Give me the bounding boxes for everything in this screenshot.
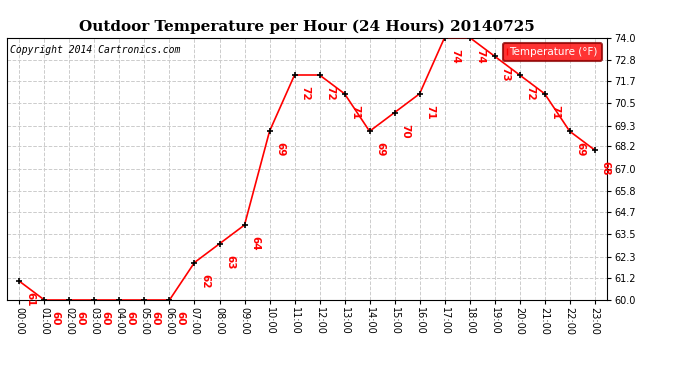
Text: 60: 60 [150,311,160,326]
Text: 69: 69 [375,142,385,157]
Text: 68: 68 [600,161,610,176]
Text: 60: 60 [175,311,185,326]
Text: 61: 61 [25,292,35,307]
Text: 63: 63 [225,255,235,269]
Text: 62: 62 [200,274,210,288]
Title: Outdoor Temperature per Hour (24 Hours) 20140725: Outdoor Temperature per Hour (24 Hours) … [79,19,535,33]
Text: 71: 71 [550,105,560,120]
Text: 69: 69 [575,142,585,157]
Legend: Temperature (°F): Temperature (°F) [503,43,602,61]
Text: 60: 60 [50,311,60,326]
Text: 72: 72 [300,86,310,101]
Text: 72: 72 [325,86,335,101]
Text: 70: 70 [400,124,410,138]
Text: 60: 60 [100,311,110,326]
Text: 69: 69 [275,142,285,157]
Text: 60: 60 [75,311,85,326]
Text: 72: 72 [525,86,535,101]
Text: 71: 71 [425,105,435,120]
Text: 64: 64 [250,236,260,251]
Text: 60: 60 [125,311,135,326]
Text: 73: 73 [500,68,510,82]
Text: 74: 74 [475,49,485,63]
Text: Copyright 2014 Cartronics.com: Copyright 2014 Cartronics.com [10,45,180,56]
Text: 74: 74 [450,49,460,63]
Text: 71: 71 [350,105,360,120]
